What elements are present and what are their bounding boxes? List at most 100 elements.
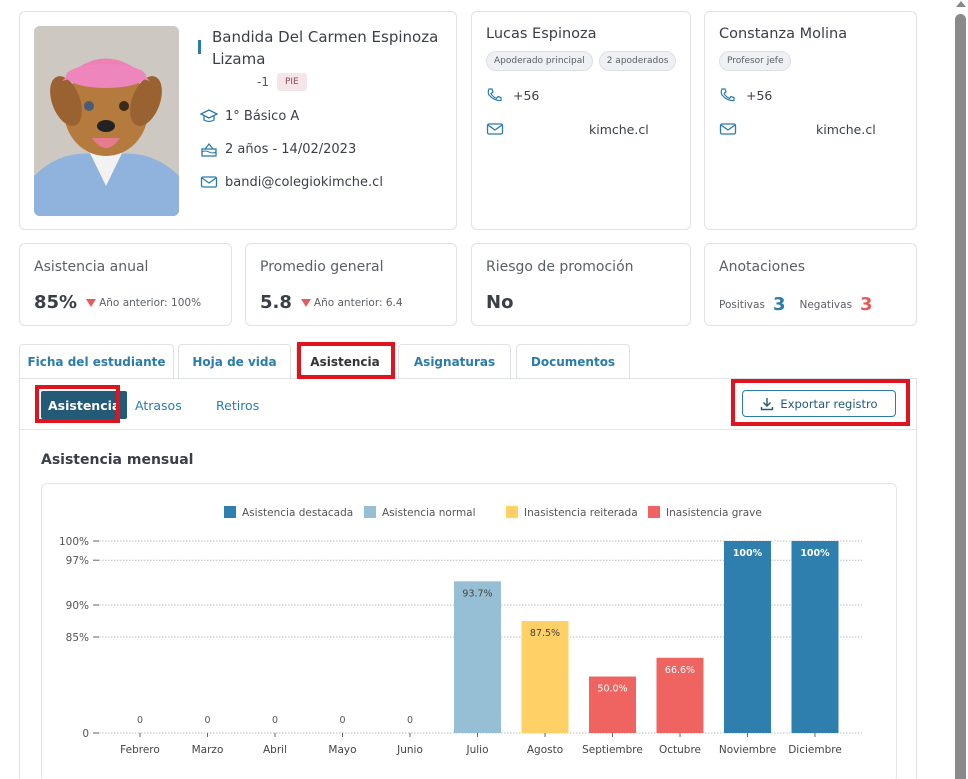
subtab-retiros[interactable]: Retiros (216, 397, 260, 413)
export-button[interactable]: Exportar registro (742, 390, 896, 417)
subtab-atrasos[interactable]: Atrasos (135, 397, 182, 413)
x-tick-label: Noviembre (719, 744, 776, 756)
course-row: 1° Básico A (200, 108, 299, 124)
negative-count: 3 (860, 294, 873, 315)
guardian-phone[interactable]: +56 (513, 87, 540, 103)
bar-julio (454, 581, 501, 733)
cake-icon (201, 142, 217, 157)
legend-swatch-reiterada (506, 506, 518, 518)
attendance-chart: Asistencia destacada Asistencia normal Ina… (59, 506, 862, 756)
bar-label: 93.7% (462, 588, 492, 599)
stat-title: Asistencia anual (34, 259, 149, 275)
scroll-up-arrow-icon[interactable] (956, 1, 966, 7)
tab-ficha[interactable]: Ficha del estudiante (19, 344, 174, 379)
y-tick-label: 85% (66, 632, 89, 644)
teacher-card: Constanza Molina Profesor jefe +56 kimch… (704, 11, 917, 230)
birth-row: 2 años - 14/02/2023 (200, 141, 356, 157)
mail-icon (719, 123, 737, 135)
legend-label-destacada: Asistencia destacada (242, 507, 353, 519)
positive-count: 3 (772, 294, 786, 315)
section-title: Asistencia mensual (41, 452, 194, 468)
legend-label-reiterada: Inasistencia reiterada (524, 507, 638, 519)
bar-label: 0 (204, 715, 210, 726)
mail-icon (486, 123, 504, 135)
subnav: Asistencia Atrasos Retiros Exportar regi… (20, 379, 916, 430)
phone-icon (720, 88, 735, 102)
graduation-cap-icon (200, 109, 218, 123)
down-triangle-icon (300, 298, 311, 307)
bar-label: 0 (137, 715, 143, 726)
legend-swatch-grave (648, 506, 660, 518)
tab-hoja-de-vida[interactable]: Hoja de vida (178, 344, 291, 379)
x-tick-label: Diciembre (788, 744, 842, 756)
puppy-photo-icon (34, 26, 179, 216)
x-tick-label: Agosto (527, 744, 563, 756)
x-tick-label: Marzo (192, 744, 224, 756)
tab-asignaturas[interactable]: Asignaturas (398, 344, 511, 379)
guardian-card: Lucas Espinoza Apoderado principal 2 apo… (471, 11, 691, 230)
bar-noviembre (724, 541, 771, 733)
student-photo (34, 26, 179, 216)
bar-label: 66.6% (665, 665, 695, 676)
x-tick-label: Junio (396, 744, 423, 756)
stat-attendance: Asistencia anual 85% Año anterior: 100% (19, 243, 232, 326)
guardian-name: Lucas Espinoza (486, 26, 597, 42)
bar-label: 87.5% (530, 628, 560, 639)
legend-label-normal: Asistencia normal (382, 507, 476, 519)
bar-label: 0 (407, 715, 413, 726)
stat-previous: Año anterior: 100% (99, 296, 202, 309)
student-id: -1 (257, 75, 269, 89)
stat-title: Promedio general (260, 259, 384, 275)
phone-icon (487, 88, 502, 102)
bar-agosto (521, 621, 569, 733)
student-course: 1° Básico A (225, 108, 300, 124)
x-tick-label: Septiembre (582, 744, 643, 756)
y-tick-label: 0 (82, 728, 89, 740)
chip-apoderado-principal: Apoderado principal (486, 51, 593, 71)
student-email[interactable]: bandi@colegiokimche.cl (225, 174, 383, 190)
teacher-email[interactable]: kimche.cl (816, 121, 876, 137)
stat-average: Promedio general 5.8 Año anterior: 6.4 (245, 243, 457, 326)
x-tick-label: Mayo (328, 744, 356, 756)
accent-bar (198, 40, 201, 54)
x-tick-label: Octubre (659, 744, 701, 756)
guardian-email-row: kimche.cl (486, 121, 649, 137)
tab-documentos[interactable]: Documentos (516, 344, 630, 379)
bar-label: 0 (339, 715, 345, 726)
negative-label: Negativas (799, 298, 853, 311)
tab-asistencia[interactable]: Asistencia (296, 343, 394, 379)
y-tick-label: 100% (59, 536, 89, 548)
guardian-phone-row: +56 (486, 87, 539, 103)
stat-title: Anotaciones (719, 259, 806, 275)
student-name: Bandida Del Carmen Espinoza Lizama (212, 28, 439, 68)
x-tick-label: Febrero (120, 744, 160, 756)
positive-label: Positivas (719, 298, 765, 311)
student-name-block: Bandida Del Carmen Espinoza Lizama (198, 26, 448, 70)
down-triangle-icon (86, 298, 97, 307)
legend-swatch-normal (364, 506, 376, 518)
bar-label: 100% (733, 548, 763, 559)
pie-badge: PIE (276, 73, 307, 91)
bar-octubre (656, 657, 704, 733)
guardian-email[interactable]: kimche.cl (589, 121, 649, 137)
email-row: bandi@colegiokimche.cl (200, 174, 383, 190)
chip-apoderados-count[interactable]: 2 apoderados (598, 51, 677, 71)
x-tick-label: Abril (263, 744, 287, 756)
scroll-thumb[interactable] (955, 14, 966, 779)
download-icon (761, 397, 774, 410)
stat-value: 5.8 (260, 292, 292, 313)
bar-diciembre (791, 541, 839, 733)
subtab-asistencia[interactable]: Asistencia (41, 391, 128, 419)
student-age-birth: 2 años - 14/02/2023 (225, 141, 357, 157)
legend-label-grave: Inasistencia grave (666, 507, 762, 519)
export-label: Exportar registro (780, 396, 878, 411)
teacher-name: Constanza Molina (719, 26, 848, 42)
teacher-phone[interactable]: +56 (746, 87, 773, 103)
student-id-row: -1 PIE (257, 73, 307, 91)
y-tick-label: 90% (66, 600, 89, 612)
stat-risk: Riesgo de promoción No (471, 243, 691, 326)
scrollbar[interactable] (953, 0, 968, 779)
bar-label: 0 (272, 715, 278, 726)
legend-swatch-destacada (224, 506, 236, 518)
mail-icon (200, 176, 218, 188)
